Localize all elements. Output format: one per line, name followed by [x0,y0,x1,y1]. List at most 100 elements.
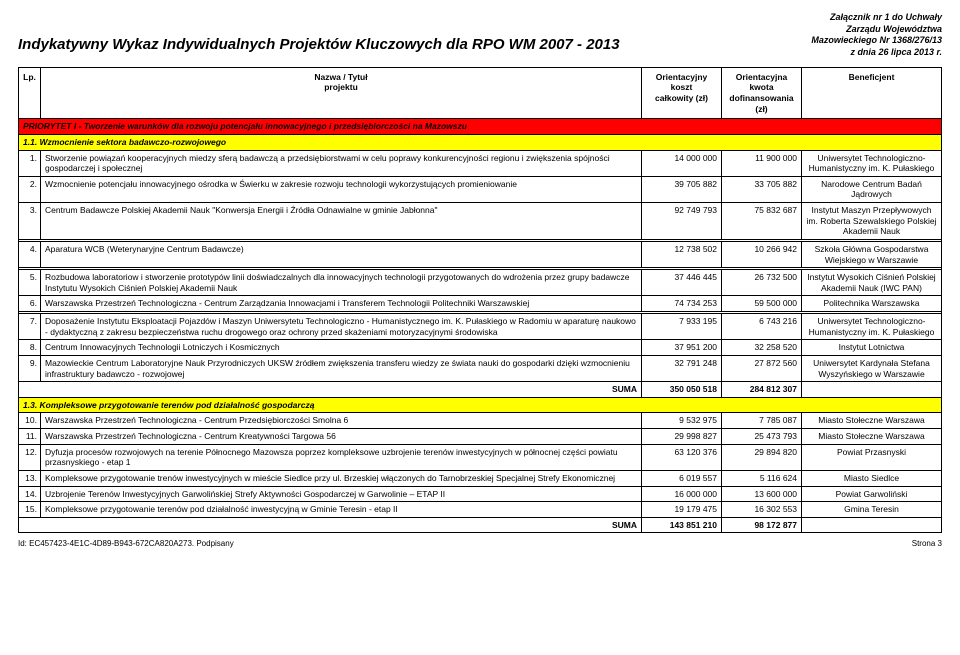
cell-cost: 19 179 475 [642,502,722,518]
cell-fund: 32 258 520 [722,340,802,356]
cell-fund: 33 705 882 [722,176,802,202]
sum-label: SUMA [19,382,642,398]
cell-ben: Narodowe Centrum Badań Jądrowych [802,176,942,202]
cell-fund: 5 116 624 [722,470,802,486]
table-row: 6. Warszawska Przestrzeń Technologiczna … [19,296,942,312]
footer-id: Id: EC457423-4E1C-4D89-B943-672CA820A273… [18,539,234,548]
cell-cost: 39 705 882 [642,176,722,202]
cell-fund: 16 302 553 [722,502,802,518]
table-row: 3. Centrum Badawcze Polskiej Akademii Na… [19,203,942,240]
cell-ben: Uniwersytet Kardynała Stefana Wyszyńskie… [802,355,942,381]
table-row: 12. Dyfuzja procesów rozwojowych na tere… [19,444,942,470]
cell-lp: 8. [19,340,41,356]
sum-row: SUMA 143 851 210 98 172 877 [19,517,942,533]
cell-name: Wzmocnienie potencjału innowacyjnego ośr… [41,176,642,202]
section-text: 1.3. Kompleksowe przygotowanie terenów p… [19,397,942,413]
cell-lp: 6. [19,296,41,312]
cell-ben: Gmina Teresin [802,502,942,518]
section-row: 1.1. Wzmocnienie sektora badawczo-rozwoj… [19,134,942,150]
cell-fund: 59 500 000 [722,296,802,312]
cell-fund: 11 900 000 [722,150,802,176]
cell-name: Uzbrojenie Terenów Inwestycyjnych Garwol… [41,486,642,502]
sum-row: SUMA 350 050 518 284 812 307 [19,382,942,398]
cell-lp: 11. [19,429,41,445]
cell-name: Stworzenie powiązań kooperacyjnych miedz… [41,150,642,176]
annex-line: Zarządu Województwa [811,24,942,36]
cell-ben: Instytut Lotnictwa [802,340,942,356]
table-row: 1. Stworzenie powiązań kooperacyjnych mi… [19,150,942,176]
footer-page: Strona 3 [912,539,942,548]
cell-cost: 63 120 376 [642,444,722,470]
cell-cost: 9 532 975 [642,413,722,429]
table-row: 9. Mazowieckie Centrum Laboratoryjne Nau… [19,355,942,381]
cell-cost: 92 749 793 [642,203,722,240]
annex-block: Załącznik nr 1 do Uchwały Zarządu Wojewó… [811,12,942,59]
cell-cost: 7 933 195 [642,314,722,340]
cell-cost: 6 019 557 [642,470,722,486]
cell-lp: 2. [19,176,41,202]
cell-name: Centrum Badawcze Polskiej Akademii Nauk … [41,203,642,240]
cell-lp: 1. [19,150,41,176]
cell-lp: 3. [19,203,41,240]
sum-cost: 143 851 210 [642,517,722,533]
sum-ben-empty [802,517,942,533]
cell-lp: 10. [19,413,41,429]
cell-name: Centrum Innowacyjnych Technologii Lotnic… [41,340,642,356]
sum-label: SUMA [19,517,642,533]
priority-row: PRIORYTET I - Tworzenie warunków dla roz… [19,119,942,135]
cell-name: Kompleksowe przygotowanie trenów inwesty… [41,470,642,486]
cell-ben: Miasto Stołeczne Warszawa [802,413,942,429]
cell-fund: 75 832 687 [722,203,802,240]
table-row: 8. Centrum Innowacyjnych Technologii Lot… [19,340,942,356]
cell-cost: 37 446 445 [642,270,722,296]
cell-name: Warszawska Przestrzeń Technologiczna - C… [41,296,642,312]
col-fund: Orientacyjna kwota dofinansowania (zł) [722,67,802,119]
header-block: Indykatywny Wykaz Indywidualnych Projekt… [18,12,942,59]
projects-table: Lp. Nazwa / Tytuł projektu Orientacyjny … [18,67,942,534]
cell-ben: Instytut Maszyn Przepływowych im. Robert… [802,203,942,240]
table-header-row: Lp. Nazwa / Tytuł projektu Orientacyjny … [19,67,942,119]
table-row: 13. Kompleksowe przygotowanie trenów inw… [19,470,942,486]
cell-name: Rozbudowa laboratoriow i stworzenie prot… [41,270,642,296]
cell-lp: 12. [19,444,41,470]
col-ben: Beneficjent [802,67,942,119]
cell-name: Aparatura WCB (Weterynaryjne Centrum Bad… [41,241,642,267]
cell-lp: 13. [19,470,41,486]
annex-line: z dnia 26 lipca 2013 r. [811,47,942,59]
cell-cost: 16 000 000 [642,486,722,502]
cell-fund: 25 473 793 [722,429,802,445]
cell-cost: 12 738 502 [642,241,722,267]
sum-fund: 98 172 877 [722,517,802,533]
annex-line: Mazowieckiego Nr 1368/276/13 [811,35,942,47]
cell-ben: Miasto Stołeczne Warszawa [802,429,942,445]
annex-line: Załącznik nr 1 do Uchwały [811,12,942,24]
cell-ben: Miasto Siedlce [802,470,942,486]
cell-name: Warszawska Przestrzeń Technologiczna - C… [41,429,642,445]
priority-text: PRIORYTET I - Tworzenie warunków dla roz… [19,119,942,135]
page-footer: Id: EC457423-4E1C-4D89-B943-672CA820A273… [18,539,942,548]
table-row: 10. Warszawska Przestrzeń Technologiczna… [19,413,942,429]
cell-ben: Powiat Przasnyski [802,444,942,470]
table-row: 2. Wzmocnienie potencjału innowacyjnego … [19,176,942,202]
cell-lp: 4. [19,241,41,267]
cell-cost: 74 734 253 [642,296,722,312]
cell-ben: Instytut Wysokich Ciśnień Polskiej Akade… [802,270,942,296]
section-row: 1.3. Kompleksowe przygotowanie terenów p… [19,397,942,413]
col-name: Nazwa / Tytuł projektu [41,67,642,119]
cell-cost: 14 000 000 [642,150,722,176]
cell-fund: 13 600 000 [722,486,802,502]
cell-lp: 5. [19,270,41,296]
cell-fund: 7 785 087 [722,413,802,429]
cell-fund: 27 872 560 [722,355,802,381]
cell-lp: 14. [19,486,41,502]
table-row: 11. Warszawska Przestrzeń Technologiczna… [19,429,942,445]
table-row: 7. Doposażenie Instytutu Eksploatacji Po… [19,314,942,340]
col-lp: Lp. [19,67,41,119]
sum-fund: 284 812 307 [722,382,802,398]
table-row: 4. Aparatura WCB (Weterynaryjne Centrum … [19,241,942,267]
col-cost: Orientacyjny koszt całkowity (zł) [642,67,722,119]
cell-lp: 15. [19,502,41,518]
cell-ben: Uniwersytet Technologiczno-Humanistyczny… [802,314,942,340]
table-row: 5. Rozbudowa laboratoriow i stworzenie p… [19,270,942,296]
cell-fund: 26 732 500 [722,270,802,296]
